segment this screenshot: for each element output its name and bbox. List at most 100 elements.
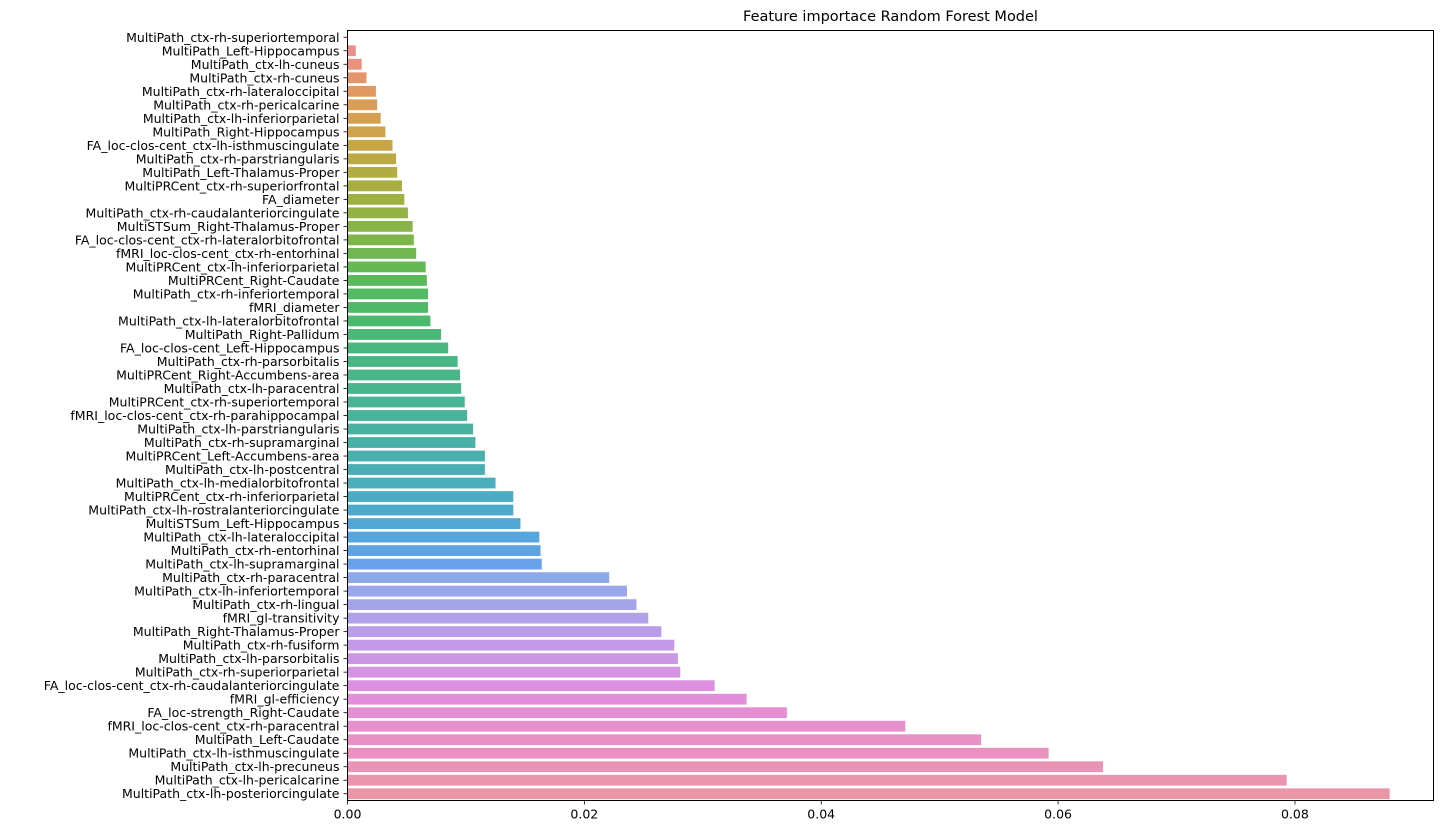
y-tick-label: MultiPath_ctx-rh-superiortemporal: [126, 30, 339, 45]
bar-MultiPath_Right-Pallidum: [347, 329, 442, 340]
y-tick-label: FA_loc-clos-cent_ctx-lh-isthmuscingulate: [87, 138, 340, 153]
bars-group: [347, 45, 1390, 800]
bar-MultiPath_ctx-lh-medialorbitofrontal: [347, 477, 496, 489]
bar-MultiSTSum_Left-Hippocampus: [347, 518, 521, 529]
bar-FA_diameter: [347, 193, 405, 205]
y-tick-label: MultiPath_ctx-lh-parsorbitalis: [158, 651, 339, 666]
bar-MultiPath_ctx-lh-parsorbitalis: [347, 653, 678, 665]
bar-MultiPath_ctx-rh-caudalanteriorcingulate: [347, 207, 408, 219]
y-tick-label: FA_diameter: [262, 192, 340, 207]
x-tick-label: 0.02: [570, 807, 598, 822]
y-tick-label: MultiPath_Left-Thalamus-Proper: [142, 165, 340, 180]
bar-MultiPath_ctx-rh-pericalcarine: [347, 99, 378, 111]
bar-FA_loc-clos-cent_ctx-lh-isthmuscingulate: [347, 139, 393, 151]
y-tick-label: MultiPath_Left-Hippocampus: [162, 43, 340, 58]
y-tick-label: MultiPRCent_ctx-rh-superiorfrontal: [124, 178, 339, 193]
bar-MultiPath_ctx-lh-postcentral: [347, 464, 485, 475]
y-tick-label: MultiPath_ctx-rh-fusiform: [183, 638, 340, 653]
y-tick-label: MultiPath_ctx-lh-inferiorparietal: [143, 111, 340, 126]
y-tick-label: MultiPath_ctx-rh-entorhinal: [171, 543, 340, 558]
bar-MultiPath_Right-Hippocampus: [347, 126, 386, 138]
bar-MultiPath_ctx-lh-lateralorbitofrontal: [347, 315, 431, 327]
bar-FA_loc-clos-cent_ctx-rh-caudalanteriorcingulate: [347, 680, 715, 692]
y-tick-label: MultiPath_ctx-rh-lateraloccipital: [142, 84, 340, 99]
y-tick-label: MultiPath_ctx-lh-medialorbitofrontal: [116, 476, 340, 491]
x-tick-label: 0.00: [334, 807, 362, 822]
y-tick-label: MultiPath_ctx-lh-pericalcarine: [155, 773, 340, 788]
x-axis-ticks: 0.00 0.02 0.04 0.06 0.08: [334, 800, 1309, 822]
bar-FA_loc-strength_Right-Caudate: [347, 707, 787, 719]
chart-title: Feature importace Random Forest Model: [743, 9, 1038, 25]
bar-MultiPath_ctx-lh-inferiortemporal: [347, 585, 627, 597]
bar-MultiPRCent_Right-Accumbens-area: [347, 369, 461, 381]
y-tick-label: MultiPath_ctx-rh-lingual: [192, 597, 339, 612]
y-tick-label: fMRI_gl-efficiency: [230, 692, 340, 707]
y-tick-label: MultiPath_ctx-rh-supramarginal: [144, 435, 340, 450]
y-tick-label: MultiPath_ctx-rh-cuneus: [189, 70, 339, 85]
y-tick-label: MultiPath_ctx-lh-rostralanteriorcingulat…: [88, 503, 340, 518]
bar-MultiPRCent_ctx-rh-superiortemporal: [347, 396, 465, 408]
y-tick-label: MultiPRCent_ctx-rh-superiortemporal: [109, 394, 340, 409]
bar-fMRI_diameter: [347, 302, 429, 313]
y-tick-label: MultiPRCent_Right-Caudate: [168, 273, 340, 288]
y-tick-label: MultiPath_Right-Hippocampus: [152, 124, 339, 139]
y-tick-label: fMRI_loc-clos-cent_ctx-rh-paracentral: [107, 719, 339, 734]
bar-fMRI_gl-transitivity: [347, 612, 649, 624]
y-tick-label: MultiPath_Left-Caudate: [195, 732, 340, 747]
y-tick-label: MultiPath_ctx-lh-isthmuscingulate: [128, 746, 339, 761]
bar-MultiPath_ctx-lh-isthmuscingulate: [347, 747, 1049, 759]
y-tick-label: fMRI_loc-clos-cent_ctx-rh-parahippocampa…: [70, 408, 339, 423]
y-tick-label: fMRI_gl-transitivity: [223, 611, 340, 626]
y-tick-label: MultiSTSum_Right-Thalamus-Proper: [117, 219, 341, 234]
y-tick-label: MultiPath_ctx-rh-inferiortemporal: [133, 286, 340, 301]
x-tick-label: 0.06: [1044, 807, 1072, 822]
bar-fMRI_loc-clos-cent_ctx-rh-paracentral: [347, 720, 906, 732]
bar-MultiPath_ctx-rh-parstriangularis: [347, 153, 397, 165]
y-tick-label: MultiPath_ctx-rh-superiorparietal: [135, 665, 340, 680]
y-tick-label: MultiPath_ctx-lh-paracentral: [164, 381, 340, 396]
bar-MultiPath_ctx-lh-paracentral: [347, 383, 462, 394]
bar-MultiPath_ctx-rh-lateraloccipital: [347, 85, 376, 97]
bar-MultiPath_ctx-rh-superiorparietal: [347, 666, 681, 678]
y-tick-label: MultiPath_ctx-lh-lateralorbitofrontal: [118, 313, 339, 328]
y-tick-label: MultiPath_ctx-rh-parstriangularis: [136, 151, 340, 166]
y-tick-label: MultiPath_ctx-lh-lateraloccipital: [143, 530, 339, 545]
y-tick-label: MultiSTSum_Left-Hippocampus: [146, 516, 340, 531]
bar-FA_loc-clos-cent_Left-Hippocampus: [347, 342, 449, 354]
bar-MultiPath_ctx-lh-rostralanteriorcingulate: [347, 504, 514, 516]
y-tick-label: MultiPath_ctx-lh-precuneus: [170, 759, 339, 774]
bar-MultiPRCent_Left-Accumbens-area: [347, 450, 485, 462]
x-tick-label: 0.08: [1281, 807, 1309, 822]
y-tick-label: MultiPRCent_Left-Accumbens-area: [125, 449, 339, 464]
bar-MultiPath_ctx-lh-posteriorcingulate: [347, 788, 1390, 800]
bar-MultiPath_ctx-lh-inferiorparietal: [347, 112, 381, 124]
y-tick-label: MultiPath_ctx-lh-parstriangularis: [137, 422, 339, 437]
y-tick-label: FA_loc-clos-cent_Left-Hippocampus: [120, 340, 340, 355]
bar-MultiPath_ctx-rh-supramarginal: [347, 437, 476, 448]
y-tick-label: MultiPath_ctx-lh-inferiortemporal: [134, 584, 339, 599]
bar-MultiPath_ctx-rh-inferiortemporal: [347, 288, 429, 300]
y-tick-label: fMRI_loc-clos-cent_ctx-rh-entorhinal: [116, 246, 340, 261]
bar-MultiPath_ctx-lh-pericalcarine: [347, 774, 1287, 786]
y-tick-label: MultiPath_ctx-rh-pericalcarine: [153, 97, 340, 112]
bar-fMRI_gl-efficiency: [347, 693, 747, 705]
y-tick-label: FA_loc-clos-cent_ctx-rh-caudalanteriorci…: [44, 678, 340, 693]
y-tick-labels: MultiPath_ctx-rh-superiortemporalMultiPa…: [44, 30, 348, 801]
bar-MultiPath_ctx-rh-cuneus: [347, 72, 367, 84]
bar-MultiPath_Left-Thalamus-Proper: [347, 166, 398, 178]
y-tick-label: MultiPath_Right-Pallidum: [185, 327, 340, 342]
bar-MultiPath_Left-Caudate: [347, 734, 982, 746]
bar-MultiPath_ctx-rh-paracentral: [347, 572, 610, 584]
y-tick-label: MultiPRCent_Right-Accumbens-area: [116, 367, 339, 382]
bar-MultiPath_ctx-rh-lingual: [347, 599, 637, 611]
bar-MultiPath_ctx-rh-parsorbitalis: [347, 356, 458, 367]
plot-frame: [347, 30, 1434, 801]
y-tick-label: MultiPRCent_ctx-lh-inferiorparietal: [125, 259, 339, 274]
bar-MultiSTSum_Right-Thalamus-Proper: [347, 220, 413, 232]
y-tick-label: MultiPath_ctx-rh-paracentral: [162, 570, 339, 585]
bar-fMRI_loc-clos-cent_ctx-rh-entorhinal: [347, 247, 417, 259]
bar-MultiPRCent_Right-Caudate: [347, 275, 427, 286]
bar-MultiPath_ctx-lh-cuneus: [347, 58, 362, 70]
bar-FA_loc-clos-cent_ctx-rh-lateralorbitofrontal: [347, 234, 414, 246]
